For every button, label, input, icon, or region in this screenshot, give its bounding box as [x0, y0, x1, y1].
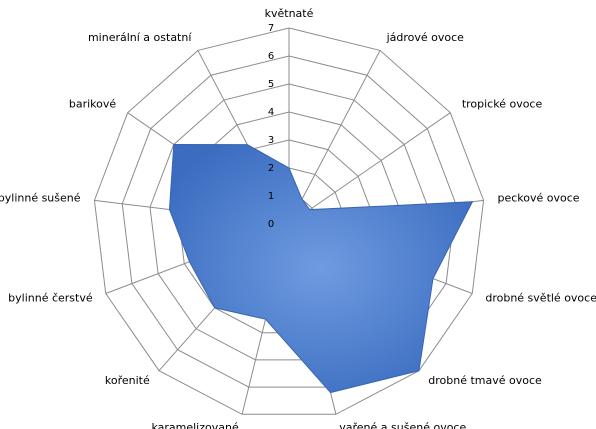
axis-spoke: [288, 50, 381, 225]
grid-line: [121, 55, 457, 388]
category-label: peckové ovoce: [497, 192, 579, 205]
category-label: kořenité: [105, 374, 150, 387]
tick-label: 2: [268, 163, 274, 174]
grid-line: [149, 83, 429, 361]
tick-label: 0: [268, 219, 274, 230]
tick-label: 4: [268, 107, 274, 118]
category-label: drobné světlé ovoce: [485, 291, 596, 304]
category-label: vařené a sušené ovoce: [339, 421, 466, 429]
category-label: karamelizované: [151, 421, 239, 429]
category-label: minerální a ostatní: [88, 31, 192, 44]
grid-line: [93, 27, 485, 415]
category-label: drobné tmavé ovoce: [428, 374, 542, 387]
radar-area: [168, 143, 474, 394]
category-label: jádrové ovoce: [386, 31, 465, 44]
category-label: květnaté: [265, 7, 314, 20]
axis-spoke: [288, 112, 451, 225]
tick-label: 6: [268, 51, 274, 62]
tick-label: 5: [268, 79, 274, 90]
tick-label: 3: [268, 135, 274, 146]
tick-label: 1: [268, 191, 274, 202]
tick-label: 7: [268, 23, 274, 34]
category-label: tropické ovoce: [462, 98, 543, 111]
category-label: barikové: [69, 98, 117, 111]
category-label: bylinné čerstvé: [8, 291, 93, 304]
category-label: bylinné sušené: [0, 192, 81, 205]
